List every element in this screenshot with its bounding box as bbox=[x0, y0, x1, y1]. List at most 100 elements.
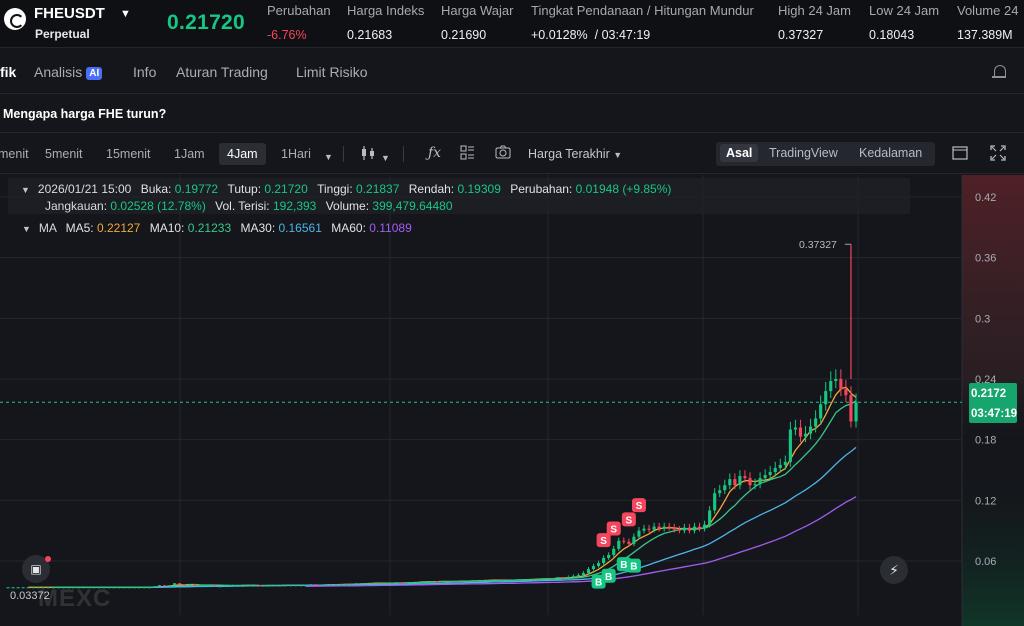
candle-body bbox=[56, 587, 61, 589]
candle-body bbox=[147, 587, 151, 589]
ma-collapse-icon[interactable]: ▼ bbox=[22, 224, 31, 234]
candle-body bbox=[561, 577, 565, 579]
ohlc-change: 0.01948 (+9.85%) bbox=[575, 182, 672, 196]
stat-volume-24h-value: 137.389M bbox=[957, 28, 1013, 42]
tab-chart[interactable]: fik bbox=[0, 64, 17, 80]
notice-text[interactable]: Mengapa harga FHE turun? bbox=[3, 107, 167, 121]
price-tick-label: 0.3 bbox=[975, 313, 990, 325]
candle-body bbox=[435, 581, 439, 583]
indicator-fx-icon[interactable]: ƒx bbox=[428, 145, 442, 161]
view-original[interactable]: Asal bbox=[720, 144, 759, 162]
candle-body bbox=[839, 379, 843, 390]
ma30-value: 0.16561 bbox=[278, 221, 322, 235]
candle-body bbox=[692, 526, 697, 531]
ohlc-oi: 192,393 bbox=[272, 199, 317, 213]
candle-body bbox=[344, 584, 348, 586]
fhe-logo-icon bbox=[4, 8, 26, 30]
view-tradingview[interactable]: TradingView bbox=[769, 146, 838, 160]
symbol-dropdown-icon[interactable]: ▼ bbox=[120, 8, 131, 20]
candle-body bbox=[763, 475, 767, 479]
price-tick-label: 0.06 bbox=[975, 556, 996, 568]
candle-body bbox=[829, 381, 833, 392]
symbol-name[interactable]: FHEUSDT bbox=[34, 5, 105, 22]
stat-funding-label[interactable]: Tingkat Pendanaan / Hitungan Mundur bbox=[531, 3, 754, 18]
ohlc-row-1: ▼ 2026/01/21 15:00 Buka: 0.19772 Tutup: 0… bbox=[21, 182, 671, 196]
ohlc-open: 0.19772 bbox=[174, 182, 219, 196]
interval-1m[interactable]: menit bbox=[0, 147, 29, 161]
candle-body bbox=[152, 586, 156, 588]
candle-body bbox=[586, 569, 591, 574]
interval-4h[interactable]: 4Jam bbox=[219, 143, 266, 165]
tab-risk-limit[interactable]: Limit Risiko bbox=[296, 64, 368, 80]
price-axis-ticks: 0.420.360.30.240.180.120.06 bbox=[975, 192, 996, 568]
candle-body bbox=[430, 581, 434, 583]
candle-body bbox=[304, 585, 308, 587]
candle-type-icon[interactable] bbox=[360, 145, 376, 164]
candle-body bbox=[581, 573, 585, 576]
candle-body bbox=[480, 580, 485, 582]
ohlc-panel: ▼ 2026/01/21 15:00 Buka: 0.19772 Tutup: 0… bbox=[8, 178, 910, 214]
stat-fair-price-label[interactable]: Harga Wajar bbox=[441, 3, 514, 18]
candle-body bbox=[803, 433, 808, 437]
candle-body bbox=[849, 395, 853, 422]
fullscreen-icon[interactable] bbox=[990, 145, 1006, 164]
ohlc-open-label: Buka: bbox=[140, 182, 172, 196]
lightning-icon[interactable]: ⚡ bbox=[880, 556, 908, 584]
candle-body bbox=[405, 582, 409, 584]
interval-1d[interactable]: 1Hari bbox=[281, 147, 311, 161]
candle-body bbox=[713, 493, 717, 511]
interval-1h[interactable]: 1Jam bbox=[174, 147, 205, 161]
interval-5m[interactable]: 5menit bbox=[45, 147, 83, 161]
signal-sell-badge bbox=[621, 512, 636, 527]
view-depth[interactable]: Kedalaman bbox=[859, 146, 923, 160]
candle-body bbox=[657, 526, 661, 529]
ohlc-vol-label: Volume: bbox=[325, 199, 370, 213]
price-type-select[interactable]: Harga Terakhir ▼ bbox=[528, 147, 622, 161]
ohlc-close-label: Tutup: bbox=[227, 182, 262, 196]
tab-analysis[interactable]: Analisis AI bbox=[34, 64, 103, 80]
candle-body bbox=[349, 584, 353, 586]
candle-body bbox=[87, 587, 91, 589]
candle-body bbox=[491, 580, 495, 582]
signal-sell-badge bbox=[606, 521, 621, 536]
tab-info[interactable]: Info bbox=[133, 64, 157, 80]
candle-body bbox=[67, 587, 71, 589]
stat-fair-price-value: 0.21690 bbox=[441, 28, 487, 42]
candle-body bbox=[309, 584, 313, 586]
candle-body bbox=[16, 587, 20, 589]
interval-15m[interactable]: 15menit bbox=[106, 147, 151, 161]
collapse-icon[interactable]: ▼ bbox=[21, 185, 30, 195]
candle-body bbox=[566, 577, 570, 579]
candle-body bbox=[46, 587, 50, 589]
ma-title[interactable]: MA bbox=[38, 221, 57, 235]
candle-body bbox=[652, 526, 656, 530]
candle-body bbox=[718, 490, 722, 494]
bell-icon[interactable] bbox=[992, 65, 1006, 78]
candle-body bbox=[97, 587, 101, 589]
notice-bar[interactable]: Mengapa harga FHE turun? bbox=[0, 95, 1024, 133]
candle-body bbox=[132, 587, 136, 589]
stat-index-price: Harga Indeks 0.21683 bbox=[347, 3, 424, 44]
stat-volume-24h-label: Volume 24 bbox=[957, 3, 1019, 18]
signal-sell-badge bbox=[596, 533, 611, 548]
stat-change-value: -6.76% bbox=[267, 28, 307, 42]
notification-dot bbox=[45, 556, 51, 562]
candle-body bbox=[526, 579, 530, 581]
candle-body bbox=[682, 527, 686, 531]
tab-trading-rules[interactable]: Aturan Trading bbox=[176, 64, 268, 80]
interval-more-icon[interactable]: ▼ bbox=[324, 152, 333, 162]
ma30-label: MA30: bbox=[240, 221, 276, 235]
candle-type-caret-icon[interactable]: ▼ bbox=[381, 153, 390, 163]
camera-icon[interactable] bbox=[495, 145, 511, 162]
candle-body bbox=[597, 563, 601, 567]
window-icon[interactable] bbox=[952, 145, 968, 164]
stat-low-24h: Low 24 Jam 0.18043 bbox=[869, 3, 939, 44]
stat-index-price-label[interactable]: Harga Indeks bbox=[347, 3, 425, 18]
contract-type: Perpetual bbox=[35, 27, 90, 41]
candle-body bbox=[516, 579, 520, 581]
candle-body bbox=[137, 587, 141, 589]
layout-grid-icon[interactable] bbox=[460, 145, 475, 163]
candle-body bbox=[753, 484, 757, 486]
